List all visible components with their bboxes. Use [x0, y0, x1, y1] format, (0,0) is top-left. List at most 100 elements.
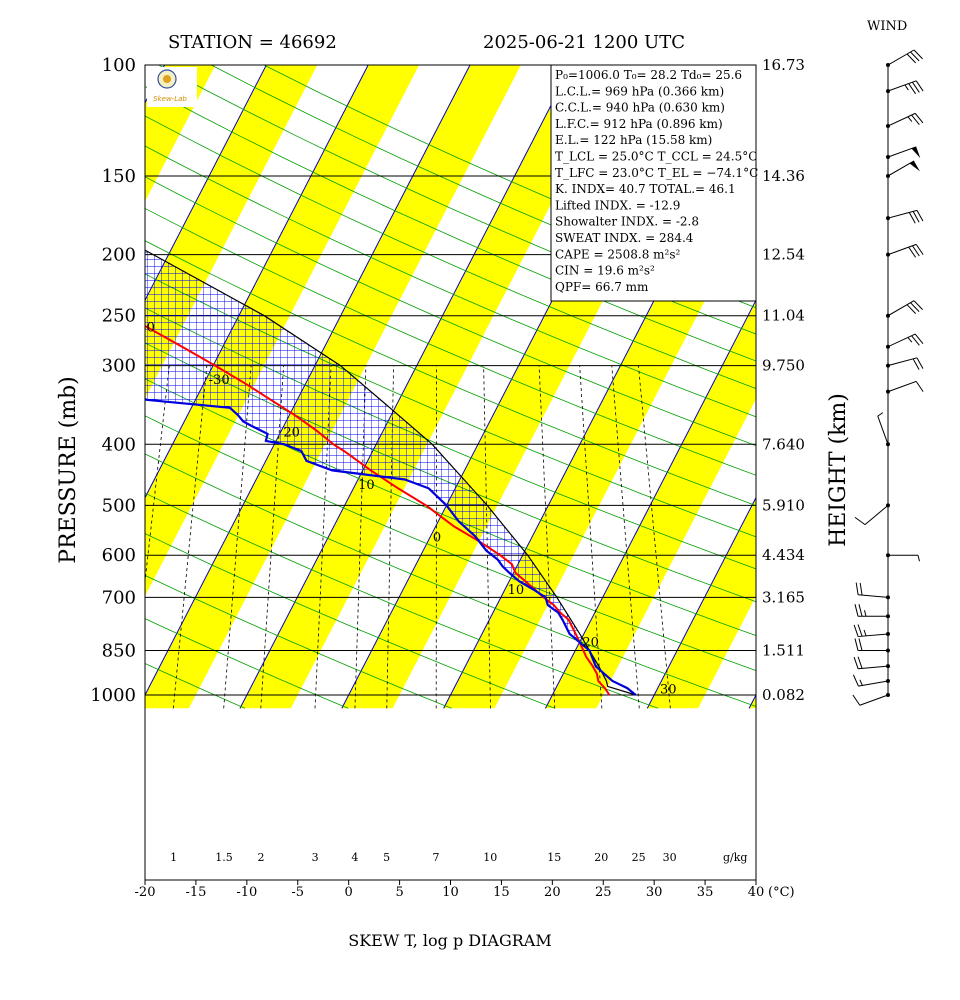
x-tick-label: -20: [135, 885, 156, 900]
dry-adiabat: [145, 378, 756, 637]
isotherm-line: [748, 693, 756, 709]
pressure-tick-label: 500: [102, 495, 136, 516]
wind-barb-staff: [887, 209, 918, 219]
isotherm-line: [545, 299, 756, 709]
info-line: T_LFC = 23.0°C T_EL = −74.1°C: [555, 166, 758, 180]
cape-hatched-area: [145, 250, 599, 667]
isotherm-label: 10: [508, 583, 525, 598]
datetime-title: 2025-06-21 1200 UTC: [483, 32, 685, 53]
wind-barb-full: [857, 656, 863, 669]
dry-adiabat-lines: [145, 65, 756, 709]
wind-barb-staff: [887, 49, 915, 66]
isotherm-label: 20: [283, 426, 300, 441]
dry-adiabat: [145, 273, 756, 538]
pressure-tick-label: 1000: [90, 685, 136, 706]
pressure-axis-title: PRESSURE (mb): [56, 376, 81, 563]
mixing-ratio-label: 5: [383, 851, 390, 864]
yellow-band: [0, 65, 12, 708]
yellow-temperature-bands: [0, 65, 960, 709]
wind-barb-full: [915, 244, 924, 255]
wind-barb-full: [853, 624, 859, 637]
yellow-band: [851, 65, 960, 708]
pressure-tick-label: 700: [102, 587, 136, 608]
wind-barb-full: [916, 357, 924, 369]
mixing-ratio-label: 10: [483, 851, 497, 864]
isotherm-line: [145, 65, 267, 302]
wind-barb-staff: [858, 594, 889, 598]
height-axis: 16.73 14.36 12.54 11.04 9.750 7.640 5.910 4.434…: [762, 56, 805, 704]
wind-barb: [852, 674, 890, 687]
info-line: SWEAT INDX. = 284.4: [555, 231, 694, 245]
pressure-axis: 100 150 200 250 300 400 500 600 700 850 1000: [90, 55, 136, 706]
logo: Skew-Lab: [147, 67, 197, 107]
isotherm-label: -30: [209, 373, 230, 388]
wind-barb: [854, 638, 890, 653]
mixing-ratio-label: 30: [663, 851, 677, 864]
x-tick-label: -10: [236, 885, 257, 900]
x-axis: -20 -15 -10 -5 0 5 10 15 20 25 30 35 40: [135, 880, 765, 900]
wind-barb-full: [906, 304, 917, 314]
dry-adiabat: [145, 176, 756, 447]
wind-barb-full: [916, 210, 924, 222]
wind-barb-full: [911, 114, 920, 125]
dry-adiabat: [145, 145, 756, 418]
wind-barb-staff: [858, 633, 889, 638]
sounding-profiles: [145, 249, 637, 696]
height-tick-label: 12.54: [762, 246, 805, 264]
pressure-tick-label: 850: [102, 641, 136, 662]
info-line: Showalter INDX. = -2.8: [555, 215, 699, 229]
height-tick-label: 16.73: [762, 56, 805, 74]
wind-barb-full: [910, 51, 920, 62]
x-tick-label: 40: [748, 885, 765, 900]
pressure-tick-label: 150: [102, 166, 136, 187]
info-line: T_LCL = 25.0°C T_CCL = 24.5°C: [555, 150, 757, 164]
dry-adiabat: [145, 207, 756, 476]
wind-barb-flag: [909, 160, 920, 172]
dry-adiabat: [145, 618, 349, 709]
dry-adiabat: [158, 65, 756, 335]
pressure-tick-label: 600: [102, 545, 136, 566]
wind-barb: [886, 357, 924, 370]
parcel-line: [145, 249, 636, 696]
isotherm-label: -60: [0, 216, 5, 231]
wind-barb-full: [852, 674, 859, 687]
dry-adiabat: [145, 240, 756, 507]
mixing-ratio-unit: g/kg: [723, 851, 747, 864]
wind-barb-staff: [859, 694, 889, 706]
wind-barb: [886, 146, 921, 160]
wind-barb: [886, 243, 924, 258]
yellow-band: [239, 65, 623, 709]
info-line: L.C.L.= 969 hPa (0.366 km): [555, 84, 724, 98]
info-line: QPF= 66.7 mm: [555, 280, 649, 294]
isotherm-line: [145, 65, 165, 104]
x-tick-label: 5: [395, 885, 403, 900]
pressure-tick-label: 200: [102, 245, 136, 266]
wind-barb-half: [864, 610, 867, 617]
info-line: L.F.C.= 912 hPa (0.896 km): [555, 117, 723, 131]
wind-barb: [886, 112, 924, 129]
wind-title: WIND: [867, 19, 907, 34]
wind-barb-full: [906, 53, 917, 64]
x-tick-label: 15: [493, 885, 510, 900]
wind-barb-staff: [858, 665, 889, 670]
x-tick-label: 35: [697, 885, 714, 900]
mixing-ratio-label: 0.7: [122, 851, 140, 864]
info-line: E.L.= 122 hPa (15.58 km): [555, 133, 712, 147]
isotherm-line: [0, 65, 63, 708]
temperature-line: [145, 397, 637, 696]
wind-barb-full: [858, 638, 863, 651]
wind-barb-full: [852, 694, 861, 706]
dewpoint-line: [145, 324, 611, 696]
wind-barb: [886, 300, 923, 318]
x-tick-label: 20: [544, 885, 561, 900]
x-tick-label: 10: [442, 885, 459, 900]
dry-adiabat: [145, 85, 756, 362]
mixing-ratio-label: 15: [547, 851, 561, 864]
info-line: CAPE = 2508.8 m²s²: [555, 247, 681, 261]
isotherm-label: 30: [660, 682, 677, 697]
dry-adiabat: [145, 533, 556, 709]
height-tick-label: 1.511: [762, 642, 805, 660]
info-line: Lifted INDX. = -12.9: [555, 198, 680, 212]
mixing-ratio-label: 1: [170, 851, 177, 864]
wind-barb: [886, 333, 924, 349]
